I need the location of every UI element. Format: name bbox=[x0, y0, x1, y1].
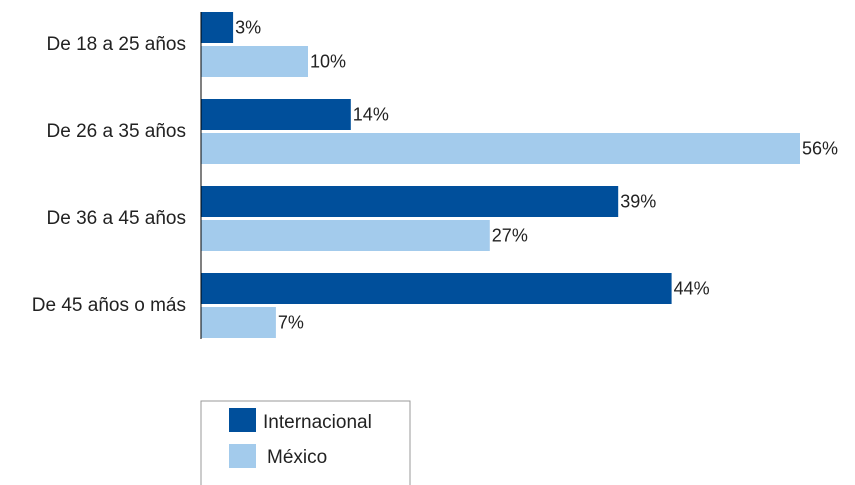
bar-internacional-3 bbox=[201, 273, 672, 304]
bar-internacional-2 bbox=[201, 186, 619, 217]
category-label-3: De 45 años o más bbox=[32, 295, 186, 316]
category-labels-group: De 18 a 25 años De 26 a 35 años De 36 a 45… bbox=[32, 34, 186, 316]
value-label-mexico-0: 10% bbox=[310, 52, 346, 72]
value-label-internacional-2: 39% bbox=[620, 192, 656, 212]
bars-group bbox=[201, 12, 800, 338]
legend-swatch-internacional bbox=[229, 408, 256, 432]
value-labels-group: 3% 10% 14% 56% 39% 27% 44% 7% bbox=[235, 18, 838, 333]
bar-mexico-1 bbox=[201, 133, 800, 164]
category-label-0: De 18 a 25 años bbox=[47, 34, 186, 55]
legend-label-mexico: México bbox=[267, 447, 327, 468]
legend-label-internacional: Internacional bbox=[263, 412, 372, 433]
legend-swatch-mexico bbox=[229, 444, 256, 468]
bar-mexico-2 bbox=[201, 220, 490, 251]
value-label-mexico-1: 56% bbox=[802, 139, 838, 159]
bar-internacional-0 bbox=[201, 12, 234, 43]
legend-frame bbox=[200, 400, 411, 485]
category-label-2: De 36 a 45 años bbox=[47, 208, 186, 229]
value-label-internacional-1: 14% bbox=[353, 105, 389, 125]
category-label-1: De 26 a 35 años bbox=[47, 121, 186, 142]
bar-mexico-3 bbox=[201, 307, 276, 338]
legend: Internacional México bbox=[200, 400, 411, 485]
value-label-mexico-3: 7% bbox=[278, 313, 304, 333]
bar-mexico-0 bbox=[201, 46, 308, 77]
value-label-internacional-3: 44% bbox=[674, 279, 710, 299]
bar-internacional-1 bbox=[201, 99, 351, 130]
value-label-internacional-0: 3% bbox=[235, 18, 261, 38]
value-label-mexico-2: 27% bbox=[492, 226, 528, 246]
